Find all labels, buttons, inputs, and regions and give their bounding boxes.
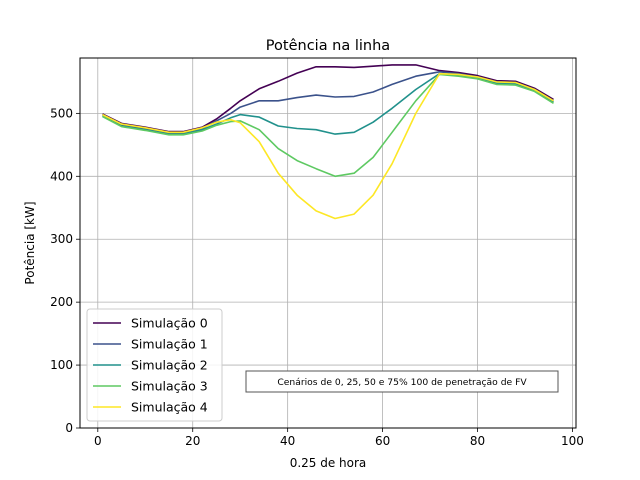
legend-frame <box>86 308 223 422</box>
legend-label-3: Simulação 3 <box>131 379 208 394</box>
y-tick-label: 400 <box>50 169 73 183</box>
x-tick-label: 60 <box>375 434 390 448</box>
legend-label-2: Simulação 2 <box>131 358 208 373</box>
legend-label-0: Simulação 0 <box>131 316 208 331</box>
x-axis-label: 0.25 de hora <box>290 456 367 470</box>
x-tick-label: 80 <box>470 434 485 448</box>
y-tick-label: 500 <box>50 106 73 120</box>
series-line-4 <box>102 72 554 220</box>
legend-items: Simulação 0 Simulação 1 Simulação 2 Simulaç… <box>93 316 208 415</box>
y-tick-label: 200 <box>50 295 73 309</box>
y-tick-label: 100 <box>50 358 73 372</box>
legend-label-1: Simulação 1 <box>131 337 208 352</box>
x-tick-label: 40 <box>280 434 295 448</box>
series-lines <box>102 64 554 220</box>
plot-frame <box>79 57 577 429</box>
annotation-box: Cenários de 0, 25, 50 e 75% 100 de penet… <box>245 370 559 393</box>
legend-label-4: Simulação 4 <box>131 400 208 415</box>
y-tick-label: 0 <box>65 421 73 435</box>
x-tick-label: 20 <box>185 434 200 448</box>
axis-ticks: 0 20 40 60 80 100 0 100 200 300 400 500 <box>50 106 584 448</box>
annotation-text: Cenários de 0, 25, 50 e 75% 100 de penet… <box>277 377 527 388</box>
series-line-3 <box>102 73 554 178</box>
x-tick-label: 100 <box>561 434 584 448</box>
legend: Simulação 0 Simulação 1 Simulação 2 Simulaç… <box>86 308 223 422</box>
y-tick-label: 300 <box>50 232 73 246</box>
annotation-frame <box>245 370 559 393</box>
x-tick-label: 0 <box>94 434 102 448</box>
y-axis-label: Potência [kW] <box>23 201 37 284</box>
chart-title: Potência na linha <box>266 38 390 54</box>
